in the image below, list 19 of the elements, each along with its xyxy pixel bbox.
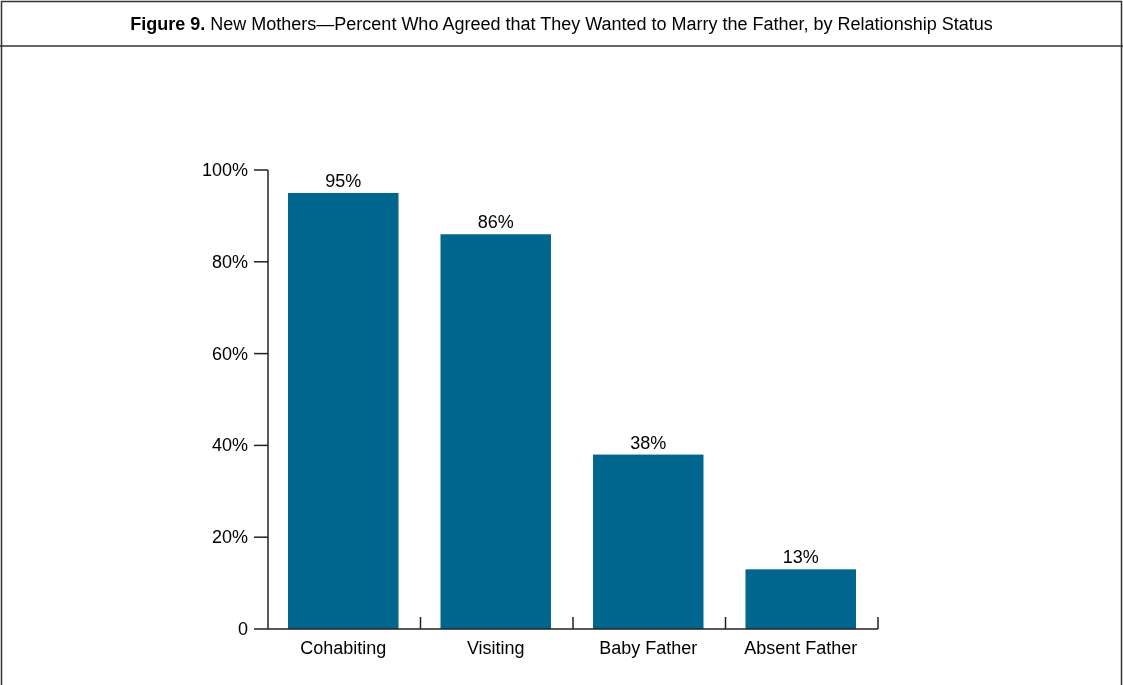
chart-title: Figure 9. New Mothers—Percent Who Agreed that They Wanted to Marry the Father, by Relationship Status [130,14,993,34]
y-tick-label: 60% [211,343,248,364]
data-label: 86% [477,212,514,233]
y-tick-label: 0 [237,619,248,639]
data-label: 38% [630,432,667,453]
y-tick-label: 100% [201,160,248,180]
bar [288,192,399,629]
bar [593,454,704,629]
bar [745,569,856,629]
x-tick-label: Baby Father [599,638,698,658]
y-tick-label: 80% [211,251,248,272]
y-tick-label: 40% [211,435,248,456]
bar [440,234,551,629]
data-label: 95% [325,170,362,191]
data-label: 13% [782,547,819,568]
x-tick-label: Cohabiting [300,638,387,658]
y-tick-label: 20% [211,527,248,548]
x-tick-label: Visiting [466,638,525,658]
x-tick-label: Absent Father [744,638,858,658]
